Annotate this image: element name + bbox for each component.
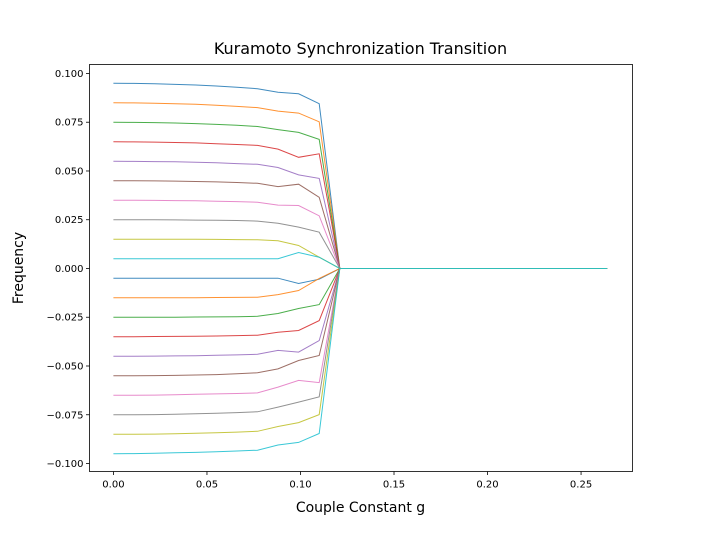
y-tick-label: 0.050: [55, 166, 84, 177]
y-tick-label: −0.050: [46, 361, 83, 372]
x-tick-label: 0.20: [476, 480, 498, 491]
y-tick-label: 0.025: [55, 215, 84, 226]
series-line-5: [113, 180, 608, 269]
series-line-18: [113, 268, 608, 435]
series-line-1: [113, 102, 608, 269]
series-line-13: [113, 268, 608, 338]
series-line-3: [113, 141, 608, 269]
y-axis-ticks: −0.100 −0.075 −0.050 −0.025 0.000 0.025 0.050 0…: [46, 69, 90, 470]
series-line-10: [113, 268, 608, 285]
x-tick-label: 0.00: [102, 480, 124, 491]
y-axis-label: Frequency: [11, 232, 27, 304]
x-tick-label: 0.25: [570, 480, 592, 491]
series-lines: [113, 82, 608, 455]
chart-title: Kuramoto Synchronization Transition: [214, 39, 507, 58]
series-line-8: [113, 238, 608, 269]
plot-frame: [89, 64, 633, 472]
series-line-9: [113, 251, 608, 269]
y-tick-label: 0.100: [55, 69, 84, 80]
x-axis-ticks: 0.00 0.05 0.10 0.15 0.20 0.25: [102, 471, 592, 491]
x-axis-label: Couple Constant g: [296, 500, 425, 516]
y-tick-label: 0.000: [55, 264, 84, 275]
x-tick-label: 0.05: [196, 480, 218, 491]
series-line-0: [113, 82, 608, 269]
y-tick-label: −0.100: [46, 459, 83, 470]
series-line-19: [113, 268, 608, 455]
y-tick-label: −0.025: [46, 313, 83, 324]
series-line-17: [113, 268, 608, 416]
series-line-12: [113, 268, 608, 318]
series-line-7: [113, 219, 608, 269]
x-tick-label: 0.10: [289, 480, 311, 491]
series-line-11: [113, 268, 608, 299]
series-line-15: [113, 268, 608, 377]
series-line-4: [113, 160, 608, 269]
y-tick-label: 0.075: [55, 118, 84, 129]
series-line-16: [113, 268, 608, 396]
series-line-14: [113, 268, 608, 357]
x-tick-label: 0.15: [383, 480, 405, 491]
series-line-2: [113, 121, 608, 269]
y-tick-label: −0.075: [46, 410, 83, 421]
